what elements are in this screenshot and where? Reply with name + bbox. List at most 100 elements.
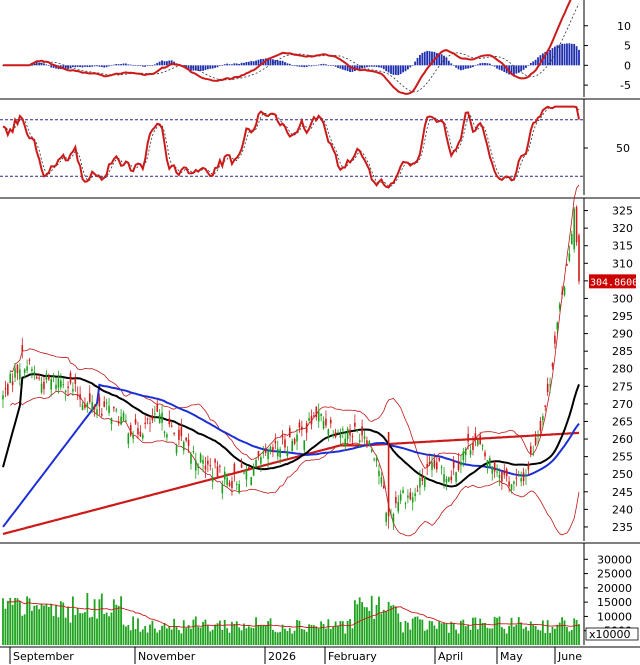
candle [47, 373, 50, 382]
candle-body [86, 402, 89, 408]
macd-histogram-bar [472, 65, 474, 68]
volume-tick-label: 20000 [597, 582, 632, 595]
volume-bar [498, 616, 501, 645]
x-tick-label: May [500, 650, 523, 663]
volume-bar [375, 605, 378, 645]
candle [129, 422, 132, 437]
volume-bar [320, 621, 323, 645]
candle-body [166, 434, 168, 438]
volume-bar [194, 616, 197, 645]
macd-histogram-bar [165, 61, 168, 66]
candle [513, 480, 515, 491]
candle-body [308, 418, 310, 421]
candle-body [467, 433, 469, 442]
macd-histogram-bar [375, 65, 378, 67]
volume-bar [508, 625, 511, 645]
volume-tick-label: 10000 [597, 610, 632, 623]
volume-bar [496, 617, 498, 645]
macd-histogram-bar [346, 65, 349, 72]
price-tick-label: 280 [612, 363, 633, 376]
candle-body [563, 287, 566, 296]
volume-bar [300, 628, 303, 645]
volume-bar [397, 613, 400, 645]
macd-histogram-bar [40, 62, 43, 66]
candle [7, 382, 9, 397]
candle [368, 439, 371, 446]
macd-histogram-bar [317, 64, 320, 66]
price-tick-label: 285 [612, 345, 633, 358]
candle-body [428, 461, 431, 465]
candle [433, 453, 436, 470]
candle-body [450, 476, 453, 481]
candle [496, 464, 498, 477]
candle [31, 366, 33, 379]
candle-body [125, 420, 127, 422]
price-tick-label: 275 [612, 380, 633, 393]
macd-histogram-bar [399, 65, 402, 75]
candle [211, 468, 214, 490]
candle-body [332, 434, 334, 436]
candle-body [404, 503, 407, 505]
price-tick-label: 245 [612, 486, 633, 499]
macd-histogram-bar [153, 64, 156, 66]
volume-bar [440, 623, 443, 645]
candle [320, 413, 322, 422]
volume-bar [515, 624, 518, 645]
volume-bar [57, 617, 60, 645]
volume-bar [305, 631, 308, 645]
macd-histogram-bar [243, 62, 245, 66]
macd-histogram-bar [163, 61, 166, 66]
volume-bar [81, 613, 84, 645]
macd-histogram-bar [366, 65, 368, 68]
candle-body [98, 397, 101, 407]
candle-body [558, 304, 561, 309]
volume-bar [170, 629, 173, 645]
candle [117, 416, 120, 426]
candle [81, 401, 84, 411]
candle-body [378, 470, 380, 477]
macd-histogram-bar [305, 65, 308, 67]
candle [216, 460, 219, 479]
candle [255, 457, 257, 469]
candle-body [52, 376, 55, 378]
volume-bar [199, 627, 202, 645]
macd-histogram-bar [211, 65, 214, 69]
volume-bar [286, 631, 289, 645]
macd-histogram-bar [438, 53, 441, 66]
candle-body [505, 469, 508, 477]
volume-bar [455, 629, 457, 645]
candle [346, 426, 349, 445]
candle [525, 469, 527, 485]
candle [431, 454, 433, 478]
candle-body [561, 291, 563, 295]
candle [45, 370, 48, 384]
macd-histogram-bar [81, 65, 84, 68]
candle [245, 465, 248, 488]
macd-histogram-bar [414, 61, 417, 66]
volume-bar [303, 629, 306, 645]
volume-bar [11, 604, 14, 645]
candle-body [402, 490, 404, 494]
candle-body [47, 375, 50, 380]
candle-body [168, 418, 171, 425]
candle-body [21, 345, 24, 352]
candle-body [288, 427, 291, 438]
candle [457, 452, 460, 472]
volume-bar [262, 624, 265, 645]
macd-histogram-bar [546, 50, 549, 66]
macd-histogram-bar [259, 59, 262, 66]
candle-body [117, 421, 120, 424]
candle-body [50, 379, 53, 390]
candle [452, 456, 455, 476]
candle [498, 468, 501, 486]
candle [209, 458, 212, 471]
volume-bar [457, 633, 460, 645]
candle-body [515, 477, 518, 479]
volume-bar [117, 605, 120, 645]
candle [474, 427, 477, 447]
candle-body [26, 366, 28, 371]
volume-bar [178, 630, 180, 645]
candle-body [484, 452, 486, 457]
candle-body [45, 374, 48, 380]
macd-histogram-bar [103, 65, 106, 68]
